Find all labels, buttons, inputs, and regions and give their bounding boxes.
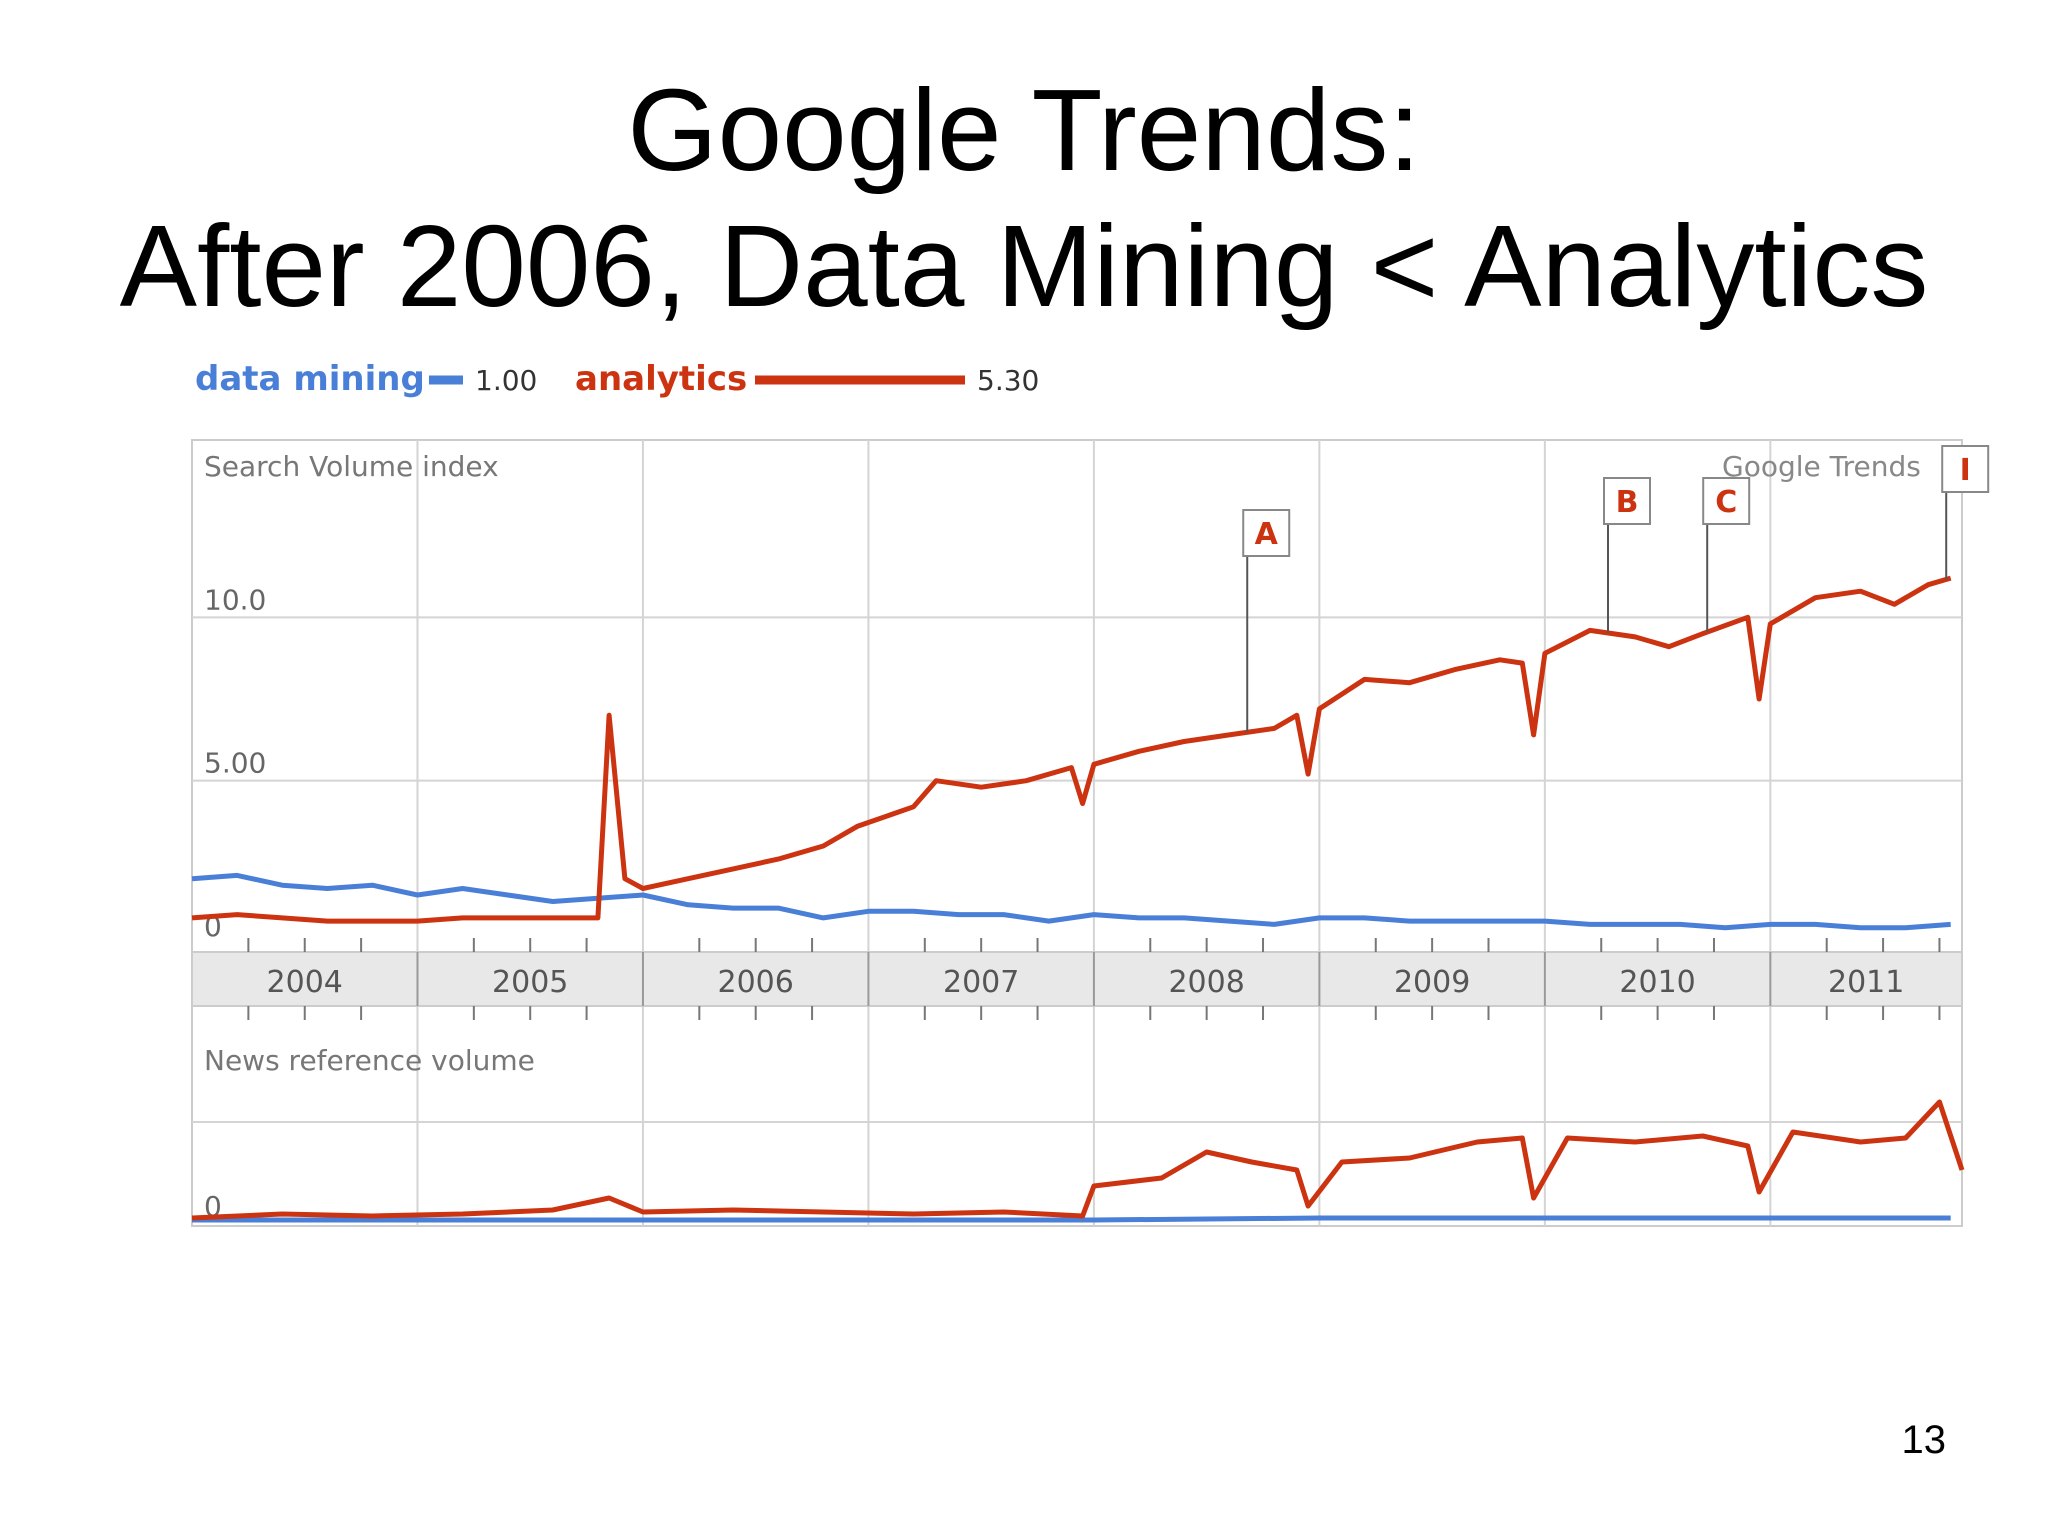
search-ytick-1: 5.00 bbox=[204, 747, 266, 780]
annotation-flag-A bbox=[1242, 509, 1291, 557]
annotation-label-C: C bbox=[1715, 485, 1737, 520]
year-label-2008: 2008 bbox=[1168, 965, 1244, 1000]
year-label-2005: 2005 bbox=[492, 965, 568, 1000]
annotation-flag-B bbox=[1603, 477, 1651, 525]
watermark-google-trends: Google Trends bbox=[1722, 450, 1921, 483]
chart-frame bbox=[191, 439, 1963, 1227]
search-ytick-2: 10.0 bbox=[204, 583, 266, 616]
search-series-analytics bbox=[191, 575, 1952, 924]
slide-title-line-1: Google Trends: bbox=[627, 65, 1421, 195]
news-series-analytics bbox=[191, 1099, 1965, 1221]
year-label-2009: 2009 bbox=[1394, 965, 1470, 1000]
annotation-label-I: I bbox=[1960, 453, 1971, 488]
legend-value-1: 5.30 bbox=[977, 364, 1039, 397]
year-label-2007: 2007 bbox=[943, 965, 1019, 1000]
year-band bbox=[191, 951, 1963, 1007]
legend-label-1: analytics bbox=[575, 359, 747, 399]
legend-value-0: 1.00 bbox=[475, 364, 537, 397]
annotation-label-B: B bbox=[1616, 485, 1639, 520]
legend-label-0: data mining bbox=[195, 359, 425, 399]
slide-title-line-2: After 2006, Data Mining < Analytics bbox=[119, 201, 1929, 331]
page-number: 13 bbox=[1901, 1418, 1947, 1462]
news-panel-label: News reference volume bbox=[204, 1044, 535, 1077]
annotation-label-A: A bbox=[1255, 517, 1279, 552]
slide-title: Google Trends: After 2006, Data Mining <… bbox=[0, 62, 2048, 334]
search-series-data-mining bbox=[191, 872, 1951, 931]
year-label-2004: 2004 bbox=[267, 965, 343, 1000]
search-panel-label: Search Volume index bbox=[204, 450, 499, 483]
year-label-2011: 2011 bbox=[1828, 965, 1904, 1000]
google-trends-chart: data mining 1.00 analytics 5.3005.0010.0Sea… bbox=[175, 336, 1995, 1256]
year-label-2006: 2006 bbox=[718, 965, 794, 1000]
annotation-flag-I bbox=[1941, 445, 1990, 493]
year-label-2010: 2010 bbox=[1619, 965, 1695, 1000]
news-series-data-mining bbox=[192, 1215, 1951, 1223]
annotation-flag-C bbox=[1702, 477, 1751, 525]
